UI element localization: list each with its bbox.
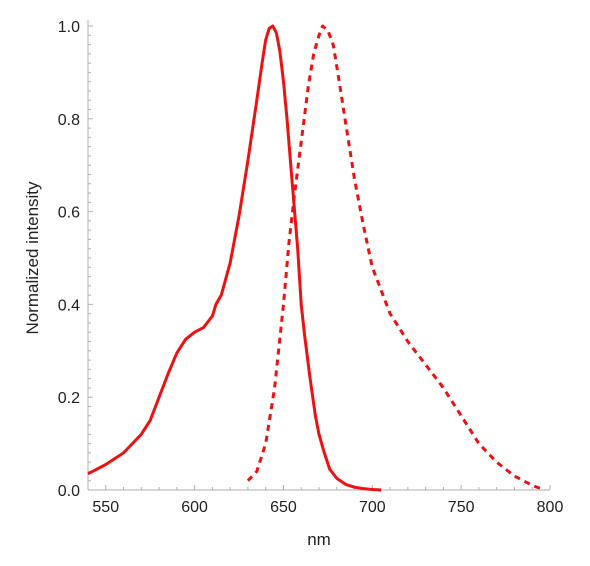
y-tick-label: 0.6	[58, 205, 80, 222]
x-tick-label: 600	[181, 499, 208, 516]
y-tick-label: 0.4	[58, 297, 80, 314]
x-tick-label: 550	[92, 499, 119, 516]
x-tick-label: 750	[448, 499, 475, 516]
x-axis-label: nm	[307, 530, 331, 549]
y-tick-label: 0.0	[58, 483, 80, 500]
series-line-dashed	[246, 24, 546, 492]
y-axis-label: Normalized intensity	[23, 181, 42, 335]
axes: 550 600 650 700 750 800 0.0 0.2 0.4 0.6 0.8 1.0	[58, 19, 564, 516]
x-tick-label: 800	[537, 499, 564, 516]
series-layer	[87, 24, 546, 492]
y-ticks: 0.0 0.2 0.4 0.6 0.8 1.0	[58, 19, 93, 500]
x-tick-label: 700	[359, 499, 386, 516]
y-tick-label: 1.0	[58, 19, 80, 36]
series-line-solid	[87, 24, 382, 492]
x-ticks: 550 600 650 700 750 800	[87, 485, 564, 516]
x-tick-label: 650	[270, 499, 297, 516]
y-tick-label: 0.8	[58, 112, 80, 129]
y-tick-label: 0.2	[58, 390, 80, 407]
